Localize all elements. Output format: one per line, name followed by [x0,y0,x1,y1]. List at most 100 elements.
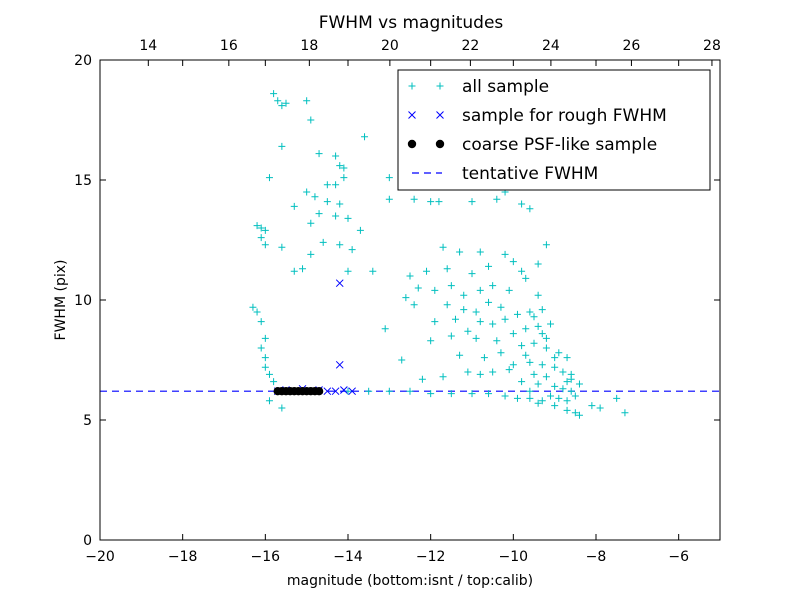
data-point-plus [559,368,567,376]
legend-label: coarse PSF-like sample [462,135,657,155]
data-point-plus [332,181,340,189]
data-point-plus [538,306,546,314]
data-point-plus [249,303,257,311]
x-axis-label: magnitude (bottom:isnt / top:calib) [287,573,533,589]
data-point-plus [261,354,269,362]
legend-label: tentative FWHM [462,164,598,184]
data-point-plus [307,250,315,258]
data-point-plus [447,332,455,340]
data-point-plus [501,392,509,400]
top-x-tick-label: 20 [381,38,399,54]
data-point-plus [323,181,331,189]
top-x-tick-label: 26 [623,38,641,54]
data-point-plus [526,205,534,213]
data-layer [249,90,629,419]
data-point-plus [332,212,340,220]
data-point-plus [563,378,571,386]
data-point-dot [314,387,324,396]
data-point-plus [476,318,484,326]
data-point-plus [530,313,538,321]
x-tick-label: −6 [668,549,689,565]
data-point-plus [493,337,501,345]
legend-entries: all sample sample for rough FWHM coarse PS… [407,77,667,184]
data-point-plus [551,402,559,410]
data-point-plus [265,370,273,378]
data-point-plus [253,222,261,230]
data-point-plus [575,380,583,388]
data-point-plus [270,378,278,386]
data-point-plus [340,174,348,182]
data-point-plus [402,294,410,302]
data-point-plus [290,267,298,275]
data-point-plus [253,308,261,316]
data-point-plus [518,200,526,208]
data-point-plus [410,301,418,309]
data-point-plus [571,392,579,400]
data-point-plus [526,387,534,395]
data-point-x [323,387,332,396]
data-point-plus [410,195,418,203]
data-point-plus [290,202,298,210]
data-point-plus [443,301,451,309]
top-x-tick-label: 22 [461,38,479,54]
data-point-plus [278,142,286,150]
data-point-plus [398,356,406,364]
data-point-plus [575,411,583,419]
data-point-plus [518,378,526,386]
data-point-plus [456,351,464,359]
data-point-plus [489,320,497,328]
data-point-plus [427,390,435,398]
data-point-plus [460,306,468,314]
top-x-tick-label: 18 [300,38,318,54]
data-point-plus [538,361,546,369]
data-point-x [335,360,344,369]
y-tick-label: 5 [83,413,92,429]
legend-marker-dot [435,139,445,149]
data-point-plus [588,402,596,410]
data-point-plus [265,174,273,182]
data-point-plus [303,97,311,105]
data-point-plus [356,226,364,234]
data-point-plus [336,162,344,170]
legend: all sample sample for rough FWHM coarse PS… [397,69,711,191]
data-point-x [348,387,356,396]
data-point-plus [567,375,575,383]
data-point-plus [530,339,538,347]
data-point-plus [497,303,505,311]
y-tick-label: 10 [74,293,92,309]
data-point-plus [385,174,393,182]
data-point-plus [274,97,282,105]
data-point-x [340,386,348,394]
data-point-plus [485,298,493,306]
data-point-plus [621,409,629,417]
data-point-x [335,279,344,288]
data-point-plus [497,349,505,357]
data-point-plus [538,330,546,338]
data-point-plus [542,344,550,352]
top-x-tick-label: 16 [220,38,238,54]
data-point-plus [468,390,476,398]
data-point-plus [299,265,307,273]
data-point-plus [361,133,369,141]
data-point-plus [332,152,340,160]
data-point-plus [307,116,315,124]
data-point-plus [476,370,484,378]
data-point-plus [468,198,476,206]
data-point-plus [439,373,447,381]
data-point-plus [538,397,546,405]
data-point-plus [547,392,555,400]
data-point-plus [476,286,484,294]
data-point-plus [472,334,480,342]
data-point-plus [381,325,389,333]
data-point-plus [505,366,513,374]
data-point-plus [518,342,526,350]
data-point-plus [542,334,550,342]
data-point-plus [505,286,513,294]
data-point-plus [522,274,530,282]
data-point-plus [369,267,377,275]
data-point-plus [270,90,278,98]
data-point-plus [431,286,439,294]
legend-marker-x [436,111,444,119]
data-point-plus [509,361,517,369]
